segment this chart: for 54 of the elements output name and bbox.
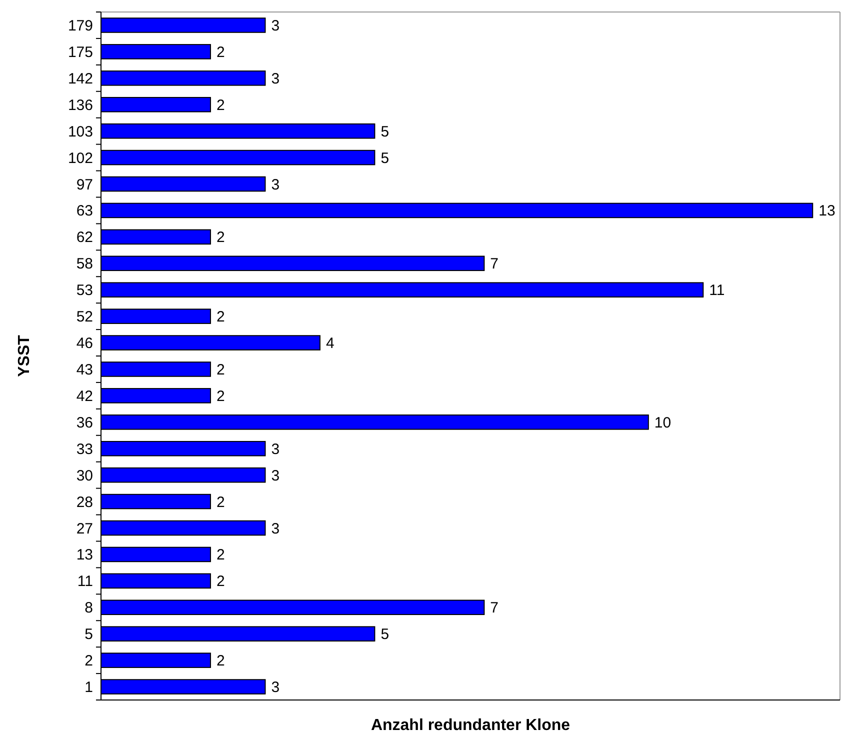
y-tick-label: 46	[76, 335, 93, 352]
y-tick-label: 36	[76, 414, 93, 432]
y-tick-label: 102	[68, 150, 93, 167]
y-tick-label: 43	[76, 361, 93, 378]
data-label: 3	[271, 440, 280, 458]
data-label: 2	[216, 229, 225, 246]
data-label: 2	[216, 388, 225, 405]
y-tick-label: 28	[76, 494, 93, 511]
y-tick-label: 11	[77, 573, 93, 590]
y-tick-label: 30	[76, 467, 93, 484]
y-tick-label: 142	[68, 70, 93, 88]
data-label: 5	[380, 150, 390, 167]
y-tick-label: 58	[76, 256, 93, 273]
data-label: 2	[216, 361, 225, 378]
data-label: 13	[818, 202, 836, 220]
data-label: 3	[271, 176, 280, 194]
y-tick-label: 42	[76, 388, 93, 405]
data-label: 11	[709, 282, 725, 300]
y-tick-label: 53	[76, 282, 93, 300]
data-label: 2	[216, 494, 225, 511]
y-tick-label: 13	[76, 546, 93, 564]
y-tick-label: 63	[76, 202, 93, 220]
y-tick-label: 1	[84, 679, 93, 696]
data-label: 4	[326, 335, 334, 352]
y-tick-label: 5	[84, 626, 93, 644]
x-axis-title: Anzahl redundanter Klone	[370, 717, 570, 734]
data-label: 2	[216, 308, 225, 326]
data-label: 2	[216, 546, 225, 564]
y-tick-label: 136	[68, 96, 93, 114]
y-tick-label: 97	[76, 176, 93, 194]
data-label: 5	[380, 626, 390, 644]
data-label: 2	[216, 573, 225, 590]
y-tick-label: 52	[76, 308, 93, 326]
data-label: 3	[271, 70, 280, 88]
y-tick-label: 62	[76, 229, 93, 246]
data-label: 2	[216, 652, 225, 670]
y-axis-title: YSST	[16, 334, 33, 377]
y-tick-label: 103	[68, 123, 93, 140]
data-label: 7	[490, 256, 499, 273]
y-tick-label: 175	[68, 44, 93, 61]
data-label: 7	[490, 600, 499, 617]
y-tick-label: 27	[76, 520, 93, 538]
data-label: 2	[216, 96, 225, 114]
data-label: 3	[271, 17, 280, 34]
y-tick-label: 179	[68, 17, 93, 34]
data-label: 10	[654, 414, 672, 432]
y-tick-label: 33	[76, 440, 93, 458]
data-label: 3	[271, 520, 280, 538]
data-label: 5	[380, 123, 390, 140]
data-label: 2	[216, 44, 225, 61]
data-label: 3	[271, 679, 280, 696]
data-label: 3	[271, 467, 280, 484]
y-tick-label: 8	[84, 600, 93, 617]
y-tick-label: 2	[84, 652, 93, 670]
